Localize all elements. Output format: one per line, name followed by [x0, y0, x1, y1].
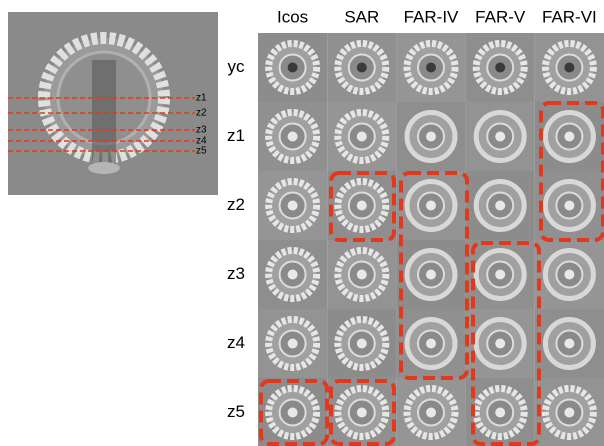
particle-core: [288, 63, 298, 73]
particle-core: [564, 201, 574, 211]
particle-core: [357, 201, 367, 211]
column-header: Icos: [277, 7, 308, 26]
particle-core: [288, 132, 298, 142]
slice-label: z3: [196, 125, 207, 136]
row-label: yc: [228, 57, 246, 76]
column-header: FAR-VI: [542, 7, 597, 26]
particle-core: [564, 132, 574, 142]
particle-core: [495, 408, 505, 418]
particle-core: [357, 132, 367, 142]
particle-core: [564, 339, 574, 349]
particle-core: [495, 339, 505, 349]
particle-core: [564, 63, 574, 73]
row-label: z3: [227, 264, 245, 283]
particle-core: [357, 270, 367, 280]
particle-core: [564, 270, 574, 280]
particle-core: [495, 132, 505, 142]
column-header: FAR-V: [475, 7, 526, 26]
particle-core: [357, 339, 367, 349]
row-label: z2: [227, 195, 245, 214]
row-label: z4: [227, 333, 245, 352]
particle-core: [357, 408, 367, 418]
particle-core: [495, 63, 505, 73]
figure: Icos SAR FAR-IV FAR-V FAR-VI yc z1 z2 z3 z4 z5 z1 z2…: [0, 0, 604, 446]
slice-label: z2: [196, 108, 207, 119]
particle-core: [564, 408, 574, 418]
particle-core: [288, 339, 298, 349]
row-label: z5: [227, 402, 245, 421]
particle-core: [288, 201, 298, 211]
particle-core: [357, 63, 367, 73]
particle-core: [495, 201, 505, 211]
row-label: z1: [227, 126, 245, 145]
particle-core: [426, 132, 436, 142]
column-header: SAR: [344, 7, 379, 26]
slice-label: z5: [196, 146, 207, 157]
particle-core: [426, 339, 436, 349]
particle-core: [426, 270, 436, 280]
particle-core: [288, 408, 298, 418]
particle-core: [288, 270, 298, 280]
slice-label: z1: [196, 93, 207, 104]
particle-core: [495, 270, 505, 280]
particle-core: [426, 63, 436, 73]
column-header: FAR-IV: [404, 7, 459, 26]
particle-core: [426, 408, 436, 418]
particle-core: [426, 201, 436, 211]
